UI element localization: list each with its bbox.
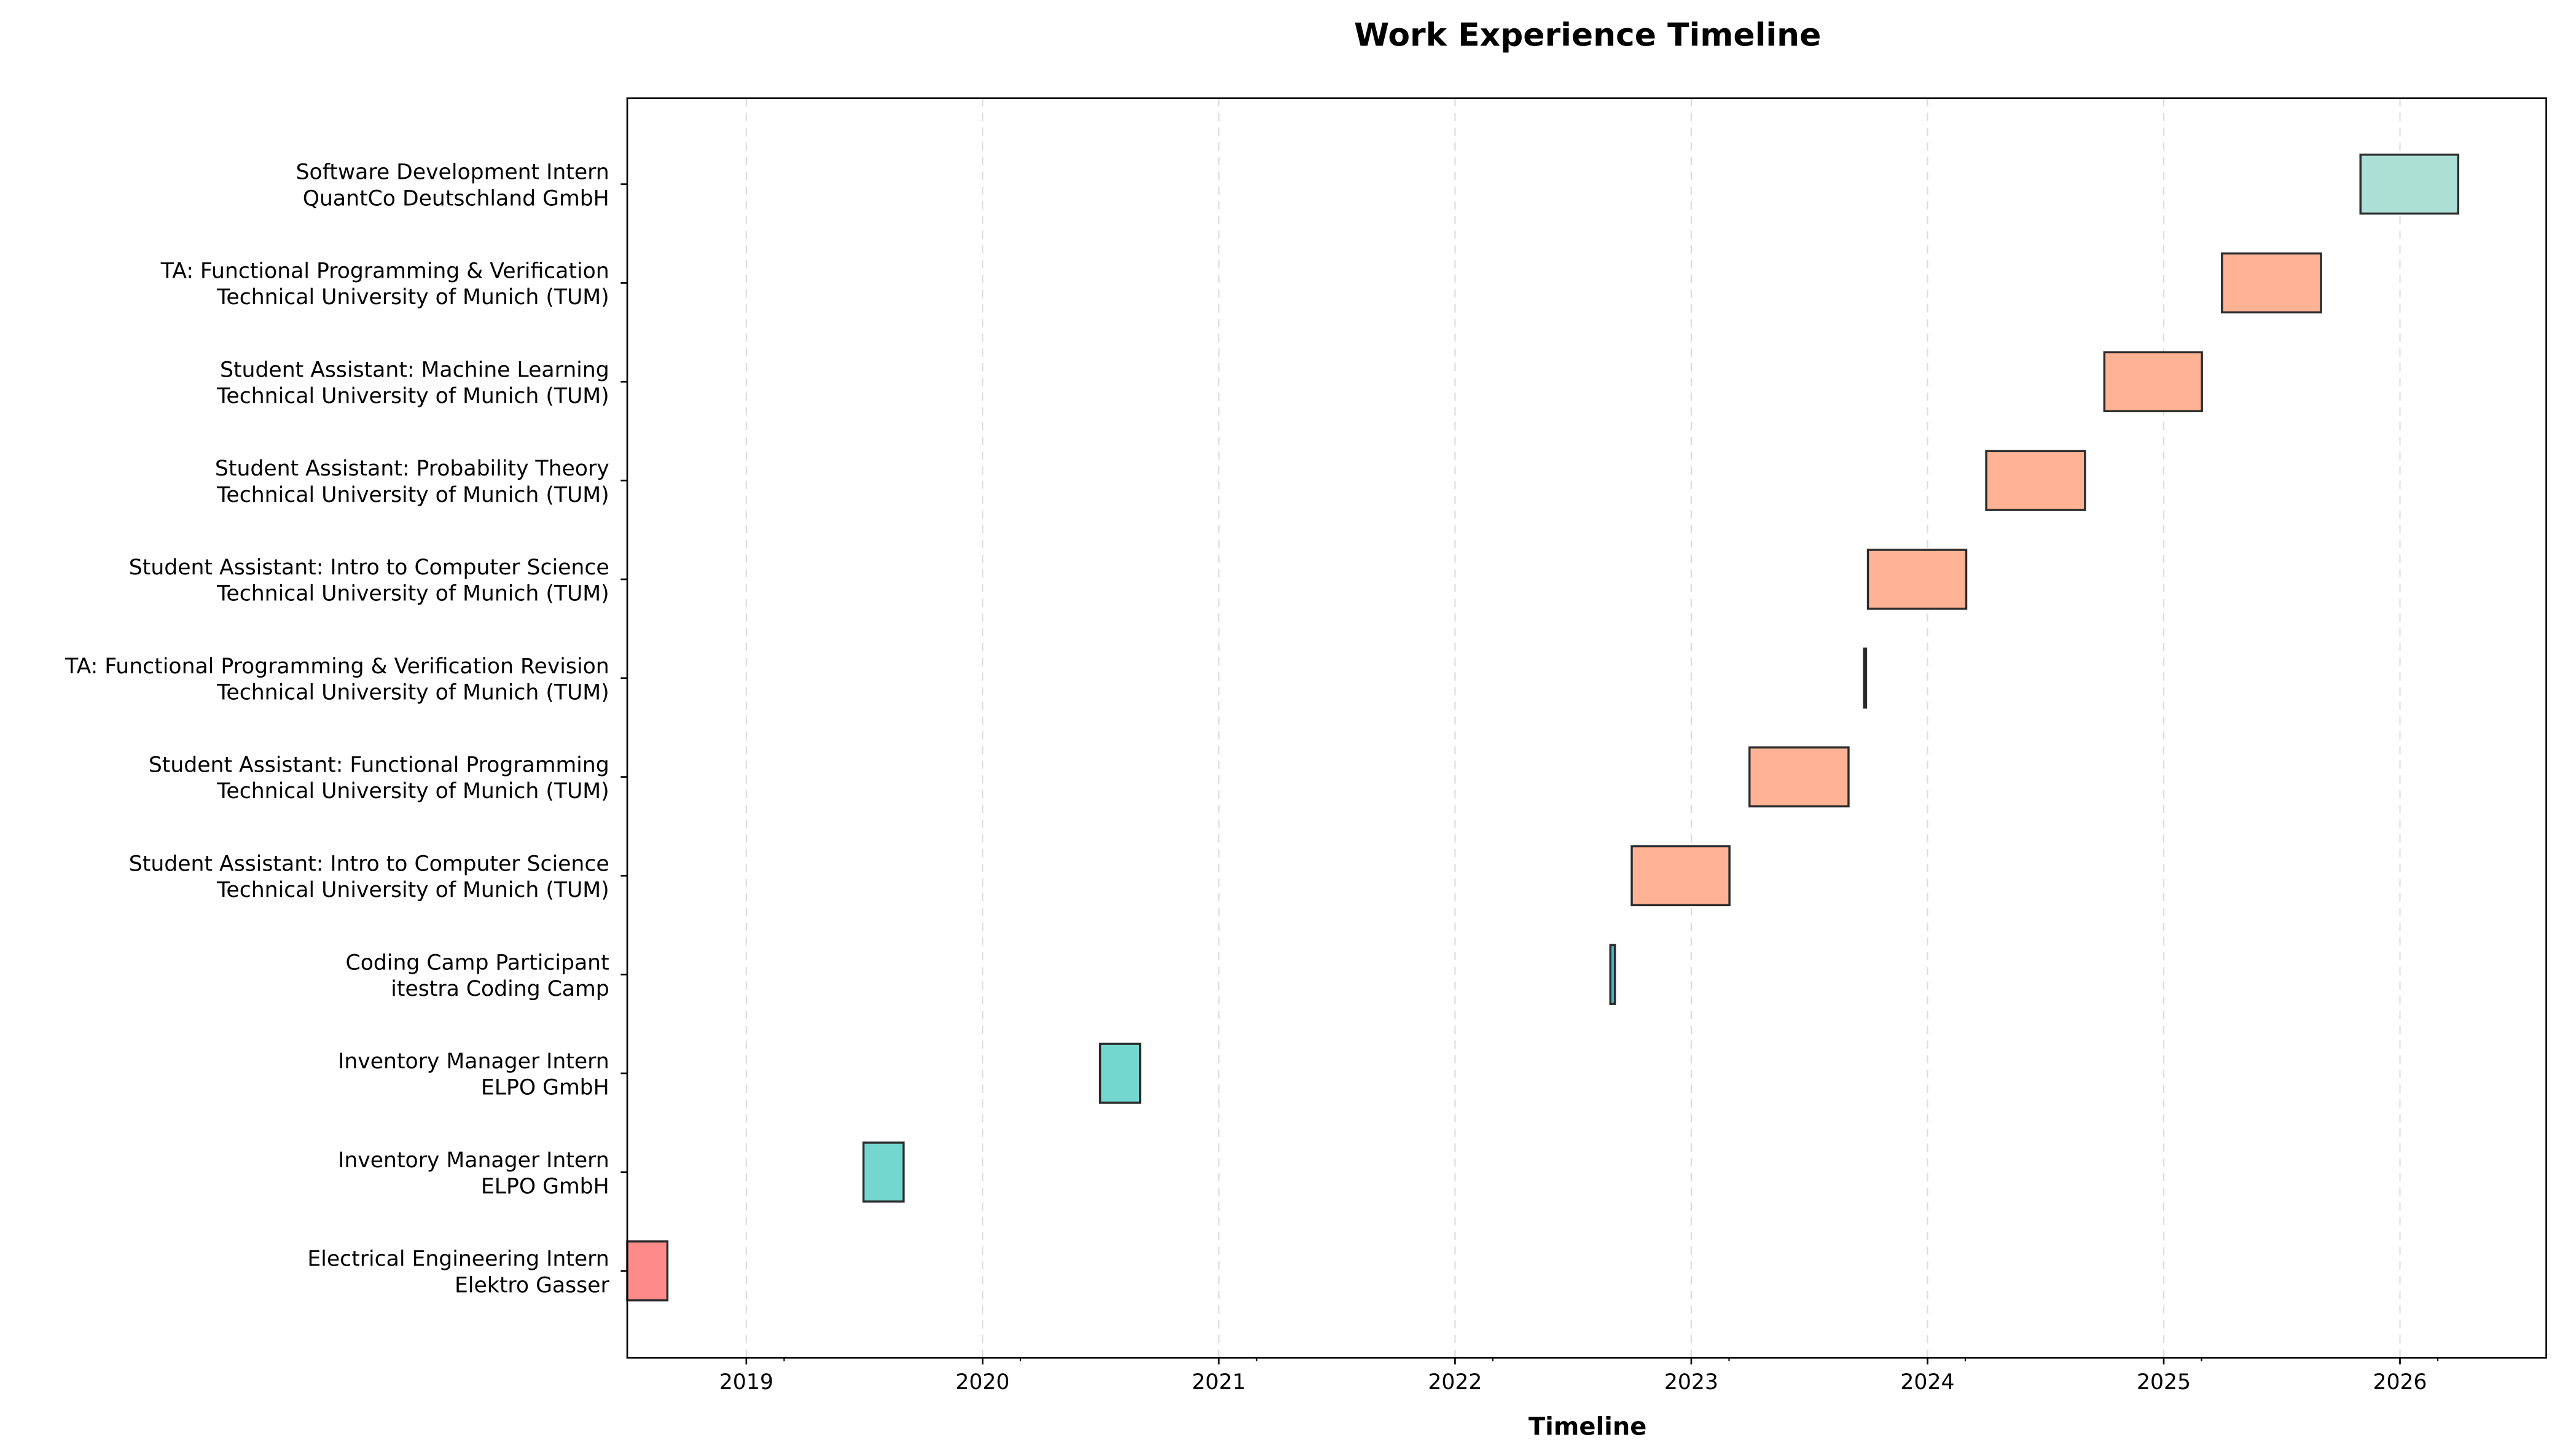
y-tick-label-org: ELPO GmbH — [481, 1076, 609, 1100]
timeline-bar — [1863, 648, 1868, 709]
y-tick-label-role: Student Assistant: Intro to Computer Sci… — [129, 555, 609, 580]
y-tick-label-org: QuantCo Deutschland GmbH — [303, 186, 609, 211]
x-tick-label: 2021 — [1192, 1370, 1246, 1395]
timeline-bar — [2359, 154, 2460, 215]
timeline-bar — [1098, 1043, 1141, 1104]
x-axis-label: Timeline — [1529, 1412, 1647, 1441]
x-tick-label: 2025 — [2137, 1370, 2191, 1395]
x-tick-label: 2026 — [2373, 1370, 2427, 1395]
grid — [745, 98, 2401, 1358]
timeline-bar — [862, 1141, 905, 1203]
y-tick-label-org: Technical University of Munich (TUM) — [216, 779, 609, 804]
timeline-bar — [1866, 549, 1968, 610]
y-tick-label-org: Technical University of Munich (TUM) — [216, 680, 609, 705]
x-tick-label: 2022 — [1428, 1370, 1482, 1395]
timeline-bar — [1609, 944, 1616, 1005]
timeline-bar — [1985, 450, 2086, 511]
y-tick-label-org: ELPO GmbH — [481, 1175, 609, 1199]
timeline-bar — [2103, 351, 2203, 412]
x-axis: 2019 2020 2021 2022 2023 2024 2025 2026 — [719, 1358, 2439, 1395]
y-tick-label-org: Technical University of Munich (TUM) — [216, 285, 609, 310]
y-tick-label-org: itestra Coding Camp — [391, 977, 609, 1001]
y-tick-label-role: Student Assistant: Intro to Computer Sci… — [129, 851, 609, 876]
y-tick-label-role: Coding Camp Participant — [346, 950, 609, 975]
y-tick-label-role: TA: Functional Programming & Verificatio… — [65, 654, 609, 679]
y-tick-label-org: Technical University of Munich (TUM) — [216, 384, 609, 409]
y-tick-label-org: Technical University of Munich (TUM) — [216, 878, 609, 902]
y-tick-label-role: Inventory Manager Intern — [338, 1148, 609, 1173]
y-tick-label-role: Student Assistant: Machine Learning — [220, 358, 609, 382]
y-tick-label-role: Software Development Intern — [296, 160, 609, 185]
y-tick-label-role: Student Assistant: Probability Theory — [215, 456, 609, 481]
y-tick-label-role: Inventory Manager Intern — [338, 1049, 609, 1074]
x-tick-label: 2019 — [719, 1370, 773, 1395]
timeline-bar — [1630, 845, 1731, 907]
x-tick-label: 2020 — [955, 1370, 1009, 1395]
y-tick-label-org: Technical University of Munich (TUM) — [216, 582, 609, 606]
timeline-bar — [1748, 746, 1850, 808]
y-tick-label-org: Technical University of Munich (TUM) — [216, 483, 609, 507]
y-tick-label-role: Student Assistant: Functional Programmin… — [149, 753, 609, 778]
plot-frame — [626, 97, 2547, 1359]
bars — [626, 154, 2460, 1302]
chart-title: Work Experience Timeline — [1354, 17, 1821, 54]
y-tick-label-role: Electrical Engineering Intern — [307, 1247, 609, 1272]
x-tick-label: 2024 — [1900, 1370, 1954, 1395]
y-tick-label-role: TA: Functional Programming & Verificatio… — [160, 259, 609, 284]
timeline-bar — [626, 1240, 669, 1302]
x-tick-label: 2023 — [1664, 1370, 1718, 1395]
timeline-bar — [2221, 252, 2322, 314]
y-tick-label-org: Elektro Gasser — [455, 1273, 609, 1297]
